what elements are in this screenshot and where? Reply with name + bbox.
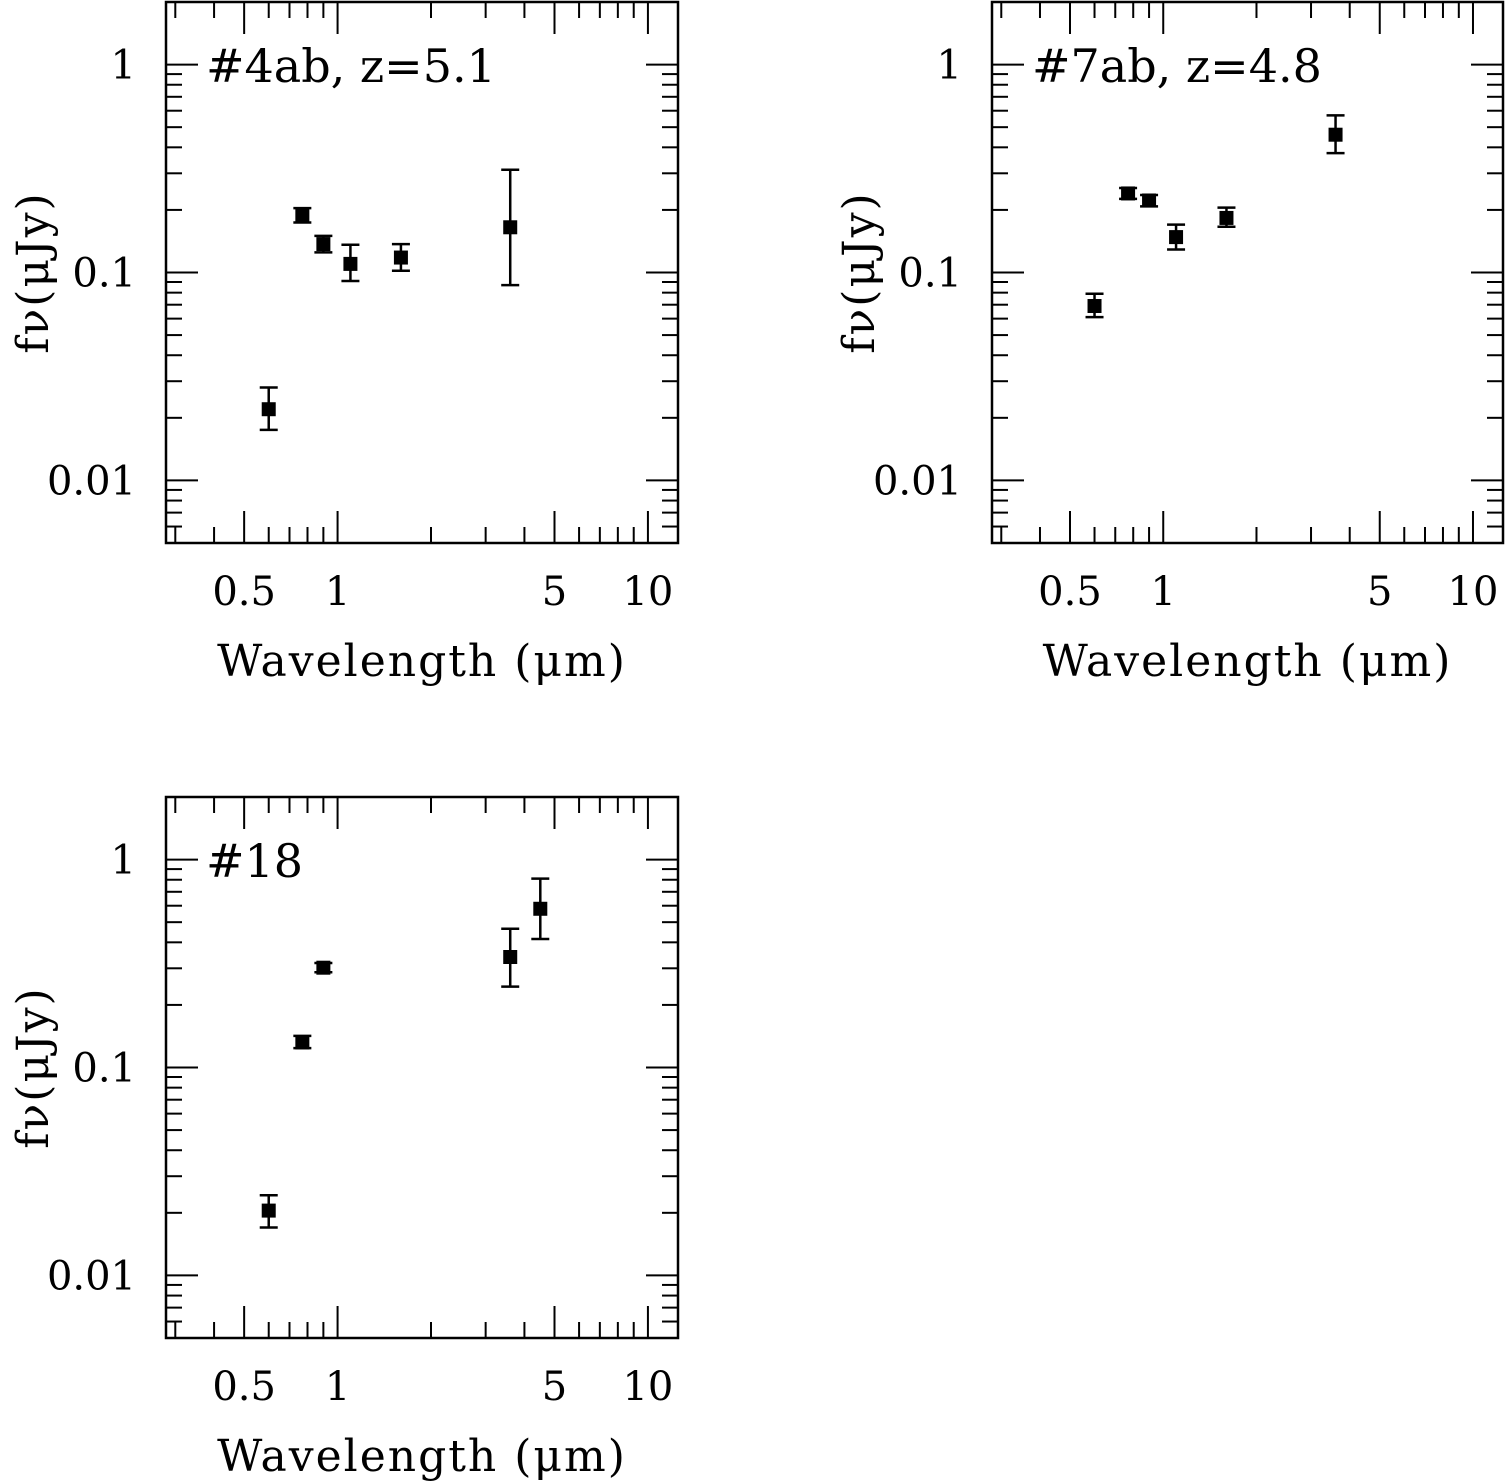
- x-tick-label: 0.5: [1038, 569, 1102, 615]
- data-series: [259, 168, 520, 432]
- x-tick-label: 10: [622, 1364, 673, 1410]
- data-point: [393, 250, 408, 265]
- data-point: [261, 402, 276, 417]
- x-tick-label: 1: [1151, 569, 1176, 615]
- data-point: [533, 901, 548, 916]
- y-tick-marks: [992, 1, 1503, 544]
- y-axis-label: fν(μJy): [834, 191, 885, 353]
- panel-label: #18: [206, 834, 303, 888]
- y-tick-label: 1: [937, 43, 962, 89]
- x-tick-label: 10: [1448, 569, 1499, 615]
- x-tick-label: 5: [542, 1364, 567, 1410]
- data-series: [1085, 114, 1345, 319]
- panel-label: #4ab, z=5.1: [206, 39, 496, 93]
- y-tick-marks: [166, 796, 678, 1339]
- data-point: [1328, 127, 1343, 142]
- panel-label: #7ab, z=4.8: [1032, 39, 1322, 93]
- y-tick-label: 0.1: [72, 1046, 136, 1092]
- x-tick-label: 10: [622, 569, 673, 615]
- x-tick-label: 1: [325, 569, 350, 615]
- x-tick-marks: [1000, 2, 1474, 543]
- data-point: [316, 237, 331, 252]
- chart-panel-3: 0.5 1 5 10 0.01 0.1 1 Wavelength (μm) fν(μJy) #18: [8, 795, 680, 1482]
- data-point: [1219, 210, 1234, 225]
- y-tick-label: 1: [111, 43, 136, 89]
- data-point: [1121, 186, 1136, 201]
- y-axis-label: fν(μJy): [8, 986, 59, 1148]
- x-tick-label: 5: [1367, 569, 1392, 615]
- data-point: [295, 1035, 310, 1050]
- y-tick-label: 1: [111, 838, 136, 884]
- x-axis-label: Wavelength (μm): [217, 636, 627, 687]
- y-tick-label: 0.01: [873, 458, 962, 504]
- x-tick-marks: [174, 797, 649, 1338]
- data-point: [295, 207, 310, 222]
- y-tick-label: 0.01: [47, 458, 136, 504]
- data-point: [503, 949, 518, 964]
- y-tick-marks: [166, 1, 678, 544]
- x-axis-label: Wavelength (μm): [217, 1431, 627, 1482]
- data-point: [503, 220, 518, 235]
- data-series: [259, 877, 550, 1229]
- x-tick-label: 5: [542, 569, 567, 615]
- x-tick-label: 1: [325, 1364, 350, 1410]
- y-tick-label: 0.1: [72, 251, 136, 297]
- x-axis-label: Wavelength (μm): [1043, 636, 1453, 687]
- data-point: [343, 256, 358, 271]
- y-tick-label: 0.1: [898, 251, 962, 297]
- chart-panel-1: 0.5 1 5 10 0.01 0.1 1 Wavelength (μm) fν(μJy) #4a…: [8, 0, 680, 687]
- data-point: [1169, 230, 1184, 245]
- x-tick-label: 0.5: [212, 569, 276, 615]
- x-tick-marks: [174, 2, 649, 543]
- y-axis-label: fν(μJy): [8, 191, 59, 353]
- y-tick-label: 0.01: [47, 1253, 136, 1299]
- x-tick-label: 0.5: [212, 1364, 276, 1410]
- chart-panel-2: 0.5 1 5 10 0.01 0.1 1 Wavelength (μm) fν(μJy) #7a…: [834, 0, 1505, 687]
- data-point: [1087, 299, 1102, 314]
- data-point: [316, 960, 331, 975]
- data-point: [1142, 193, 1157, 208]
- data-point: [261, 1203, 276, 1218]
